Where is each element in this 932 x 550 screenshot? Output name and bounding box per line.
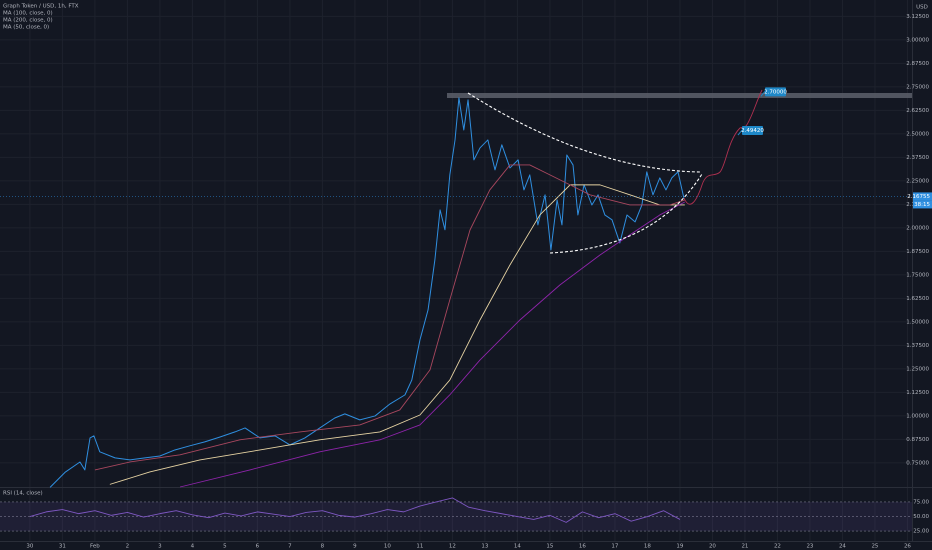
countdown-label: 38:15 xyxy=(914,202,930,208)
rsi-title: RSI (14, close) xyxy=(3,491,43,497)
legend-entry: MA (100, close, 0) xyxy=(3,11,53,17)
y-tick-label: 3.12500 xyxy=(906,14,929,20)
series-line xyxy=(94,164,685,471)
y-tick-label: 3.00000 xyxy=(906,37,929,43)
resistance-band xyxy=(447,93,912,98)
callout-pointer xyxy=(737,129,743,136)
x-tick-label: 6 xyxy=(256,544,260,550)
x-tick-label: 26 xyxy=(904,544,911,550)
y-tick-label: 2.50000 xyxy=(906,131,929,137)
callout-box xyxy=(765,87,786,97)
last-price-label: 2.16755 xyxy=(907,194,930,200)
y-tick-label: 25.00 xyxy=(913,529,929,535)
x-tick-label: 5 xyxy=(223,544,227,550)
marks xyxy=(0,97,912,523)
x-tick-label: 14 xyxy=(514,544,521,550)
y-tick-label: 1.50000 xyxy=(906,319,929,325)
y-tick-label: 2.00000 xyxy=(906,225,929,231)
y-tick-label: 2.37500 xyxy=(906,155,929,161)
callout-box xyxy=(742,126,763,136)
x-tick-label: 31 xyxy=(59,544,66,550)
countdown-box xyxy=(913,200,932,209)
y-axis-unit: USD xyxy=(916,5,928,11)
y-tick-label: 2.62500 xyxy=(906,108,929,114)
legend-entry: MA (50, close, 0) xyxy=(3,25,49,31)
callout-pointer xyxy=(760,91,766,97)
callout-label: 2.70000 xyxy=(764,90,787,96)
y-tick-label: 1.25000 xyxy=(906,366,929,372)
series-line xyxy=(29,497,681,523)
x-tick-label: 3 xyxy=(158,544,162,550)
chart-title: Graph Token / USD, 1h, FTX xyxy=(3,4,79,10)
y-tick-label: 75.00 xyxy=(913,499,929,505)
y-tick-label: 0.87500 xyxy=(906,437,929,443)
x-tick-label: 2 xyxy=(126,544,130,550)
x-tick-label: 9 xyxy=(353,544,357,550)
callout-label: 2.49420 xyxy=(741,128,764,134)
y-tick-label: 0.75000 xyxy=(906,460,929,466)
rsi-band-fill xyxy=(0,501,912,532)
y-tick-label: 2.25000 xyxy=(906,178,929,184)
x-tick-label: 10 xyxy=(384,544,391,550)
x-tick-label: 11 xyxy=(416,544,423,550)
x-tick-label: Feb xyxy=(90,544,100,550)
x-tick-label: 18 xyxy=(644,544,651,550)
grid xyxy=(0,0,912,541)
series-line xyxy=(49,97,685,488)
x-tick-label: 4 xyxy=(191,544,195,550)
y-tick-label: 2.87500 xyxy=(906,61,929,67)
x-tick-label: 19 xyxy=(676,544,683,550)
y-tick-label: 2.75000 xyxy=(906,84,929,90)
x-tick-label: 15 xyxy=(546,544,553,550)
y-tick-label: 1.62500 xyxy=(906,296,929,302)
x-tick-label: 25 xyxy=(871,544,878,550)
series-line xyxy=(109,184,685,485)
x-tick-label: 7 xyxy=(288,544,292,550)
projection-path xyxy=(683,89,763,205)
trend-curve xyxy=(467,92,701,173)
y-tick-label: 1.87500 xyxy=(906,249,929,255)
rsi-band xyxy=(0,501,912,532)
legend-entry: MA (200, close, 0) xyxy=(3,18,53,24)
x-tick-label: 12 xyxy=(449,544,456,550)
labels: 3.12500 3.00000 2.87500 2.75000 2.62500 2.500… xyxy=(3,11,932,550)
x-tick-label: 13 xyxy=(481,544,488,550)
y-tick-label: 1.00000 xyxy=(906,413,929,419)
x-tick-label: 23 xyxy=(806,544,813,550)
x-tick-label: 21 xyxy=(741,544,748,550)
x-tick-label: 16 xyxy=(579,544,586,550)
x-tick-label: 24 xyxy=(839,544,846,550)
series-line xyxy=(179,201,686,488)
last-price-box xyxy=(913,192,932,201)
y-tick-label: 1.12500 xyxy=(906,390,929,396)
x-tick-label: 17 xyxy=(611,544,618,550)
x-tick-label: 22 xyxy=(774,544,781,550)
y-tick-label: 1.37500 xyxy=(906,343,929,349)
y-tick-label: 1.75000 xyxy=(906,272,929,278)
x-tick-label: 30 xyxy=(26,544,33,550)
y-tick-label: 50.00 xyxy=(913,514,929,520)
x-tick-label: 8 xyxy=(321,544,325,550)
x-tick-label: 20 xyxy=(709,544,716,550)
